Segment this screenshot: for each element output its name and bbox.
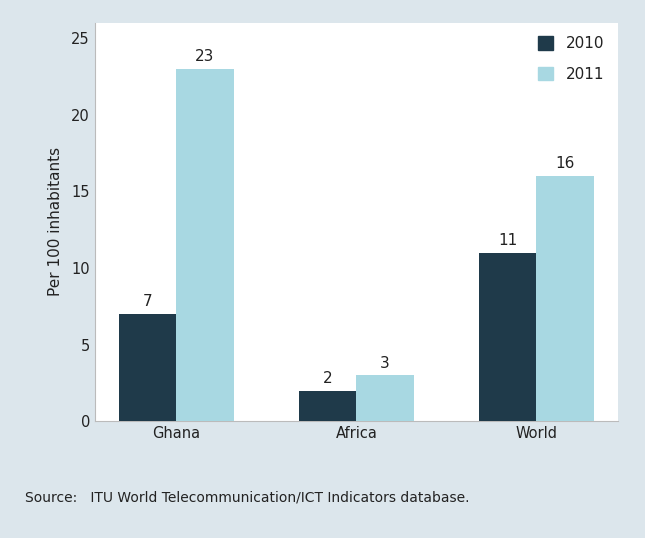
Bar bbox=[537, 176, 594, 421]
Legend: 2010, 2011: 2010, 2011 bbox=[532, 30, 610, 88]
Text: 2: 2 bbox=[322, 371, 332, 386]
Bar bbox=[299, 391, 356, 421]
Text: 11: 11 bbox=[498, 233, 517, 248]
Y-axis label: Per 100 inhabitants: Per 100 inhabitants bbox=[48, 147, 63, 296]
Text: 3: 3 bbox=[381, 356, 390, 371]
Text: 7: 7 bbox=[143, 294, 152, 309]
Text: 16: 16 bbox=[555, 157, 575, 171]
Text: Source:   ITU World Telecommunication/ICT Indicators database.: Source: ITU World Telecommunication/ICT … bbox=[25, 491, 469, 505]
Bar bbox=[176, 68, 234, 421]
Text: 23: 23 bbox=[195, 49, 215, 64]
Bar bbox=[119, 314, 176, 421]
Bar bbox=[356, 376, 414, 421]
Bar bbox=[479, 253, 537, 421]
